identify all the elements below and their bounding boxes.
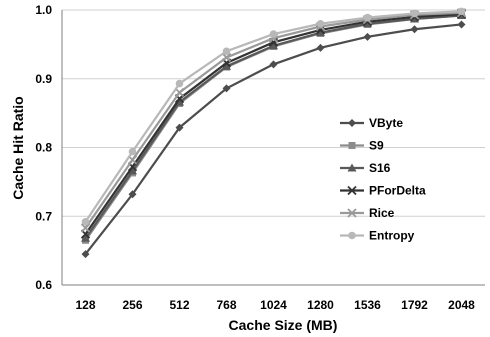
data-point-vbyte (316, 43, 325, 52)
data-point-entropy (175, 79, 184, 88)
data-point-s16 (269, 41, 278, 50)
x-axis-title: Cache Size (MB) (229, 317, 338, 333)
x-tick-label: 1792 (401, 298, 428, 312)
legend-marker-s16 (347, 163, 357, 172)
data-point-rice (221, 52, 232, 63)
data-point-s16 (81, 233, 90, 242)
data-point-entropy (222, 47, 231, 56)
data-point-s16 (410, 14, 419, 23)
legend-label-s9: S9 (369, 139, 384, 153)
data-point-entropy (128, 147, 137, 156)
legend-item-s16: S16 (340, 161, 391, 175)
data-point-vbyte (175, 123, 184, 132)
legend-item-entropy: Entropy (340, 229, 415, 243)
data-point-entropy (363, 13, 372, 22)
data-point-vbyte (363, 32, 372, 41)
y-axis-title: Cache Hit Ratio (10, 96, 26, 199)
legend: VByte S9 S16 PForDelta Rice Entropy (340, 116, 426, 243)
x-tick-label: 256 (122, 298, 142, 312)
data-point-entropy (81, 217, 90, 226)
series-s16 (81, 11, 466, 242)
x-tick-label: 512 (169, 298, 189, 312)
data-point-vbyte (128, 190, 137, 199)
legend-item-s9: S9 (340, 139, 384, 153)
grid-lines (62, 9, 485, 286)
data-point-entropy (457, 7, 466, 16)
x-tick-label: 768 (216, 298, 236, 312)
series-lines (80, 7, 467, 259)
legend-marker-rice (347, 208, 357, 218)
legend-marker-s9 (348, 142, 356, 149)
x-tick-label: 1024 (260, 298, 287, 312)
data-point-s16 (128, 166, 137, 175)
data-point-vbyte (222, 84, 231, 93)
tick-labels: 0.6 0.7 0.8 0.9 1.0 128 256 512 768 1024 1280 1536 1… (35, 3, 475, 312)
legend-label-vbyte: VByte (369, 116, 403, 130)
data-point-s16 (316, 28, 325, 37)
legend-label-rice: Rice (369, 206, 395, 220)
legend-marker-entropy (348, 231, 356, 240)
data-point-s16 (363, 19, 372, 28)
legend-item-pfordelta: PForDelta (340, 184, 426, 198)
data-point-rice (174, 87, 185, 98)
legend-label-entropy: Entropy (369, 229, 415, 243)
legend-label-s16: S16 (369, 161, 391, 175)
data-point-vbyte (269, 60, 278, 69)
data-point-rice (80, 223, 91, 233)
x-tick-label: 1536 (354, 298, 381, 312)
y-tick-label: 0.6 (35, 278, 52, 292)
x-tick-label: 1280 (307, 298, 334, 312)
x-tick-label: 128 (75, 298, 95, 312)
y-tick-label: 1.0 (35, 3, 52, 17)
data-point-entropy (316, 19, 325, 28)
legend-marker-vbyte (348, 119, 356, 127)
data-point-s16 (222, 61, 231, 70)
data-point-vbyte (457, 20, 466, 29)
axes (61, 10, 485, 286)
y-tick-label: 0.8 (35, 141, 52, 155)
data-point-vbyte (81, 250, 90, 259)
x-tick-label: 2048 (448, 298, 475, 312)
legend-marker-pfordelta (347, 185, 357, 196)
legend-item-rice: Rice (340, 206, 395, 220)
data-point-entropy (269, 30, 278, 38)
data-point-vbyte (410, 25, 419, 34)
series-entropy (81, 7, 466, 226)
legend-item-vbyte: VByte (340, 116, 403, 130)
data-point-entropy (410, 9, 419, 18)
y-tick-label: 0.9 (35, 72, 52, 86)
y-tick-label: 0.7 (35, 209, 52, 223)
legend-label-pfordelta: PForDelta (369, 184, 426, 198)
series-vbyte (81, 20, 466, 259)
